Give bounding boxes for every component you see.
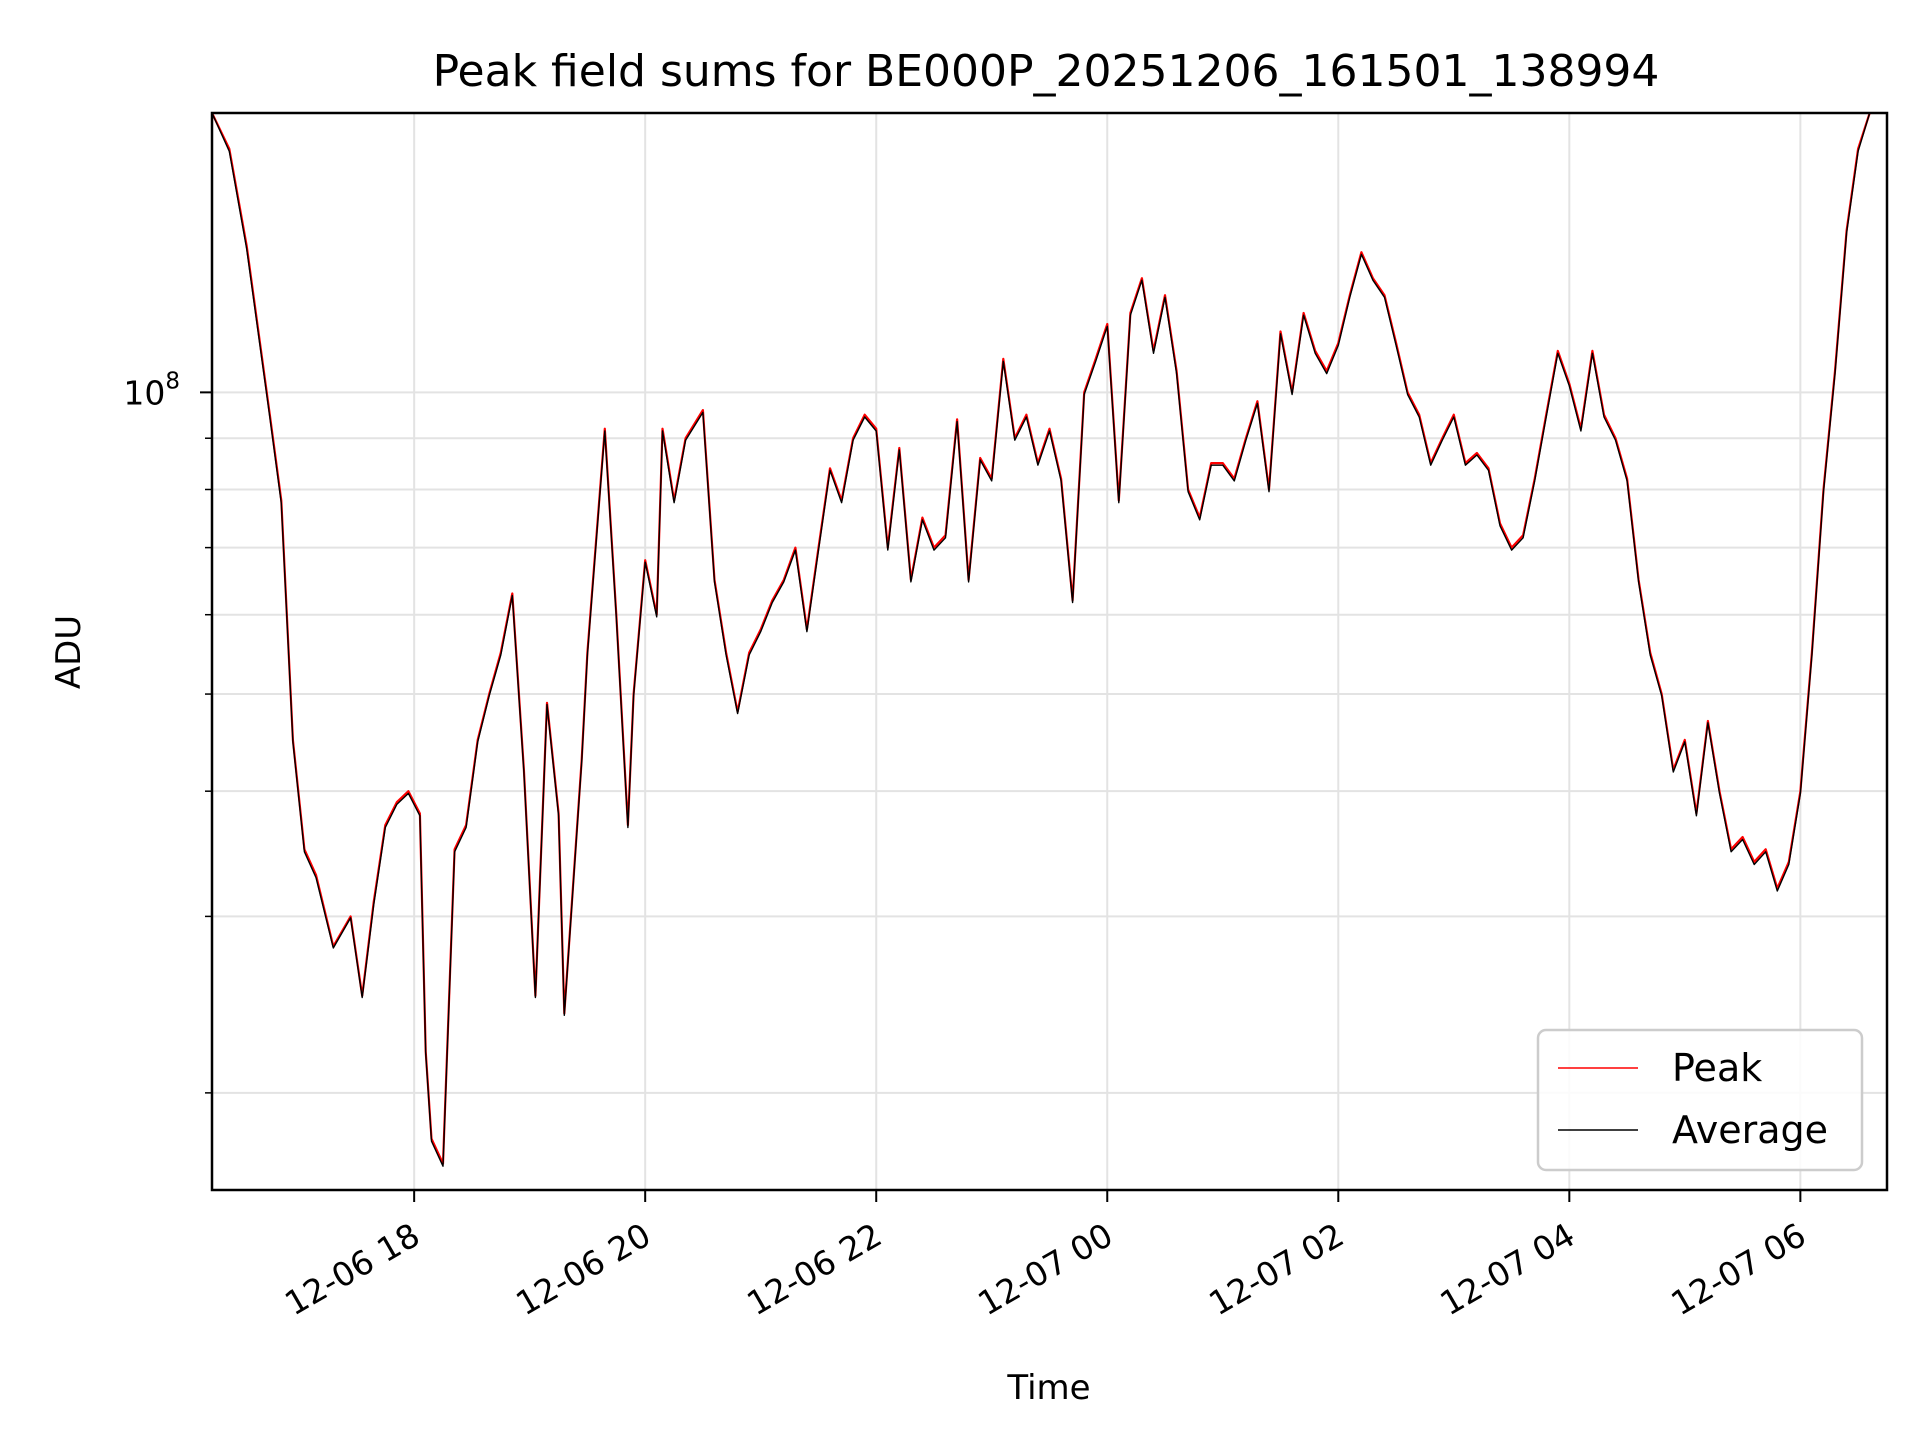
legend-label-peak: Peak xyxy=(1672,1046,1762,1090)
series-line-average xyxy=(211,112,1871,1167)
plot-frame xyxy=(210,111,1889,1192)
x-axis-label: Time xyxy=(1006,1368,1090,1408)
legend-box xyxy=(1536,1028,1864,1172)
y-tick-label-exponent: 8 xyxy=(165,368,180,394)
y-axis-label: ADU xyxy=(49,615,89,689)
legend-label-average: Average xyxy=(1672,1108,1828,1152)
legend: Peak Average xyxy=(1536,1028,1864,1172)
plot-series xyxy=(211,112,1871,1167)
grid-lines xyxy=(212,113,1887,1190)
chart-title: Peak field sums for BE000P_20251206_1615… xyxy=(433,46,1660,97)
